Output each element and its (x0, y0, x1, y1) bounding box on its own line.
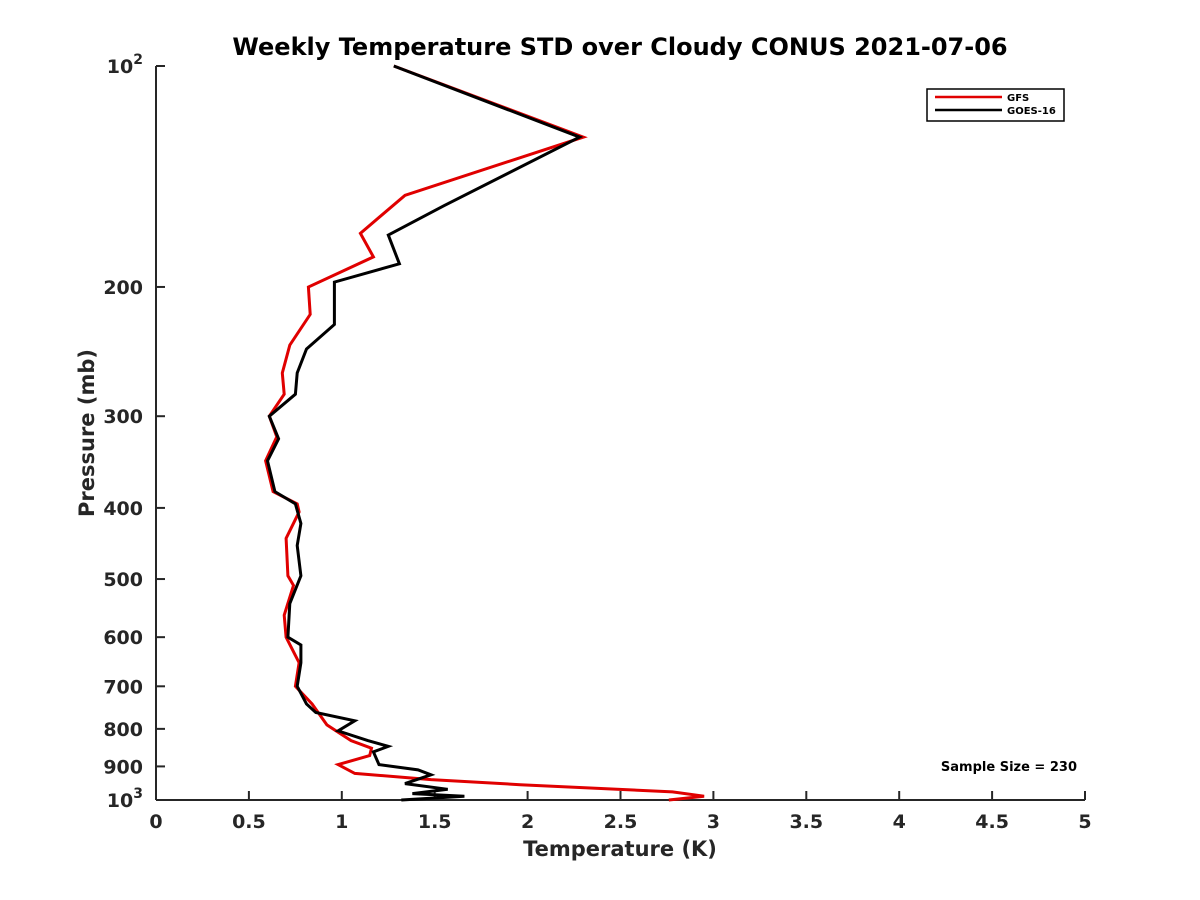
x-axis-label: Temperature (K) (523, 837, 717, 861)
x-tick-label: 2.5 (604, 811, 638, 833)
y-tick-label: 700 (103, 676, 143, 698)
x-tick-label: 4.5 (975, 811, 1009, 833)
series-line-gfs (264, 64, 705, 802)
x-tick-label: 3 (707, 811, 720, 833)
legend-box (926, 88, 1065, 122)
x-tick-label: 3.5 (789, 811, 823, 833)
y-tick-label: 800 (103, 719, 143, 741)
y-tick-label: 400 (103, 498, 143, 520)
x-tick-label: 1 (335, 811, 348, 833)
y-tick-label: 900 (103, 756, 143, 778)
y-tick-label: 500 (103, 569, 143, 591)
legend-label-goes16: GOES-16 (1007, 106, 1056, 117)
y-tick-label: 102 (107, 52, 143, 78)
legend: GFS GOES-16 (926, 88, 1065, 122)
x-tick-label: 0 (149, 811, 162, 833)
y-tick-label: 600 (103, 627, 143, 649)
x-tick-label: 4 (893, 811, 906, 833)
series-line-goes16 (265, 64, 584, 802)
y-tick-label: 103 (107, 786, 143, 812)
legend-label-gfs: GFS (1007, 93, 1029, 104)
chart-title: Weekly Temperature STD over Cloudy CONUS… (232, 33, 1007, 61)
x-tick-label: 5 (1078, 811, 1091, 833)
x-tick-label: 1.5 (418, 811, 452, 833)
x-tick-label: 0.5 (232, 811, 266, 833)
y-axis-label: Pressure (mb) (75, 349, 99, 517)
y-tick-label: 300 (103, 406, 143, 428)
x-tick-label: 2 (521, 811, 534, 833)
sample-size-annotation: Sample Size = 230 (941, 760, 1077, 775)
y-tick-label: 200 (103, 277, 143, 299)
